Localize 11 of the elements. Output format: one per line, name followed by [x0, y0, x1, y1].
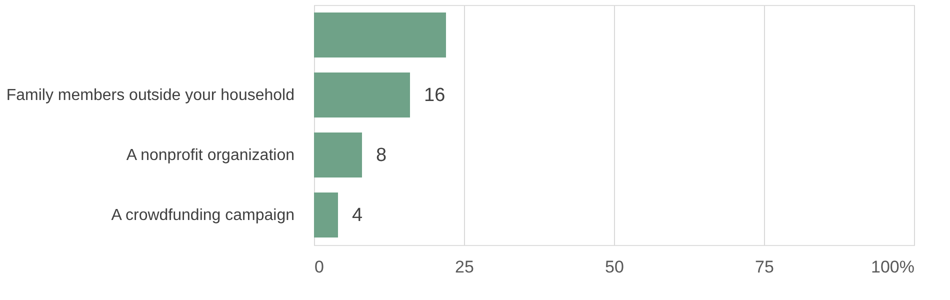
data-label: 16 [424, 85, 446, 106]
x-tick-label: 25 [455, 258, 474, 276]
y-tick-label: Family members outside your household [6, 87, 294, 104]
data-label: 8 [376, 145, 387, 166]
x-tick-label: 75 [755, 258, 774, 276]
y-tick-label: A crowdfunding campaign [111, 207, 294, 224]
x-tick-label: 50 [605, 258, 624, 276]
data-label: 4 [352, 205, 363, 226]
x-tick-label: 0 [314, 258, 324, 276]
x-tick-label: 100% [871, 258, 914, 276]
y-tick-label: A nonprofit organization [126, 147, 294, 164]
